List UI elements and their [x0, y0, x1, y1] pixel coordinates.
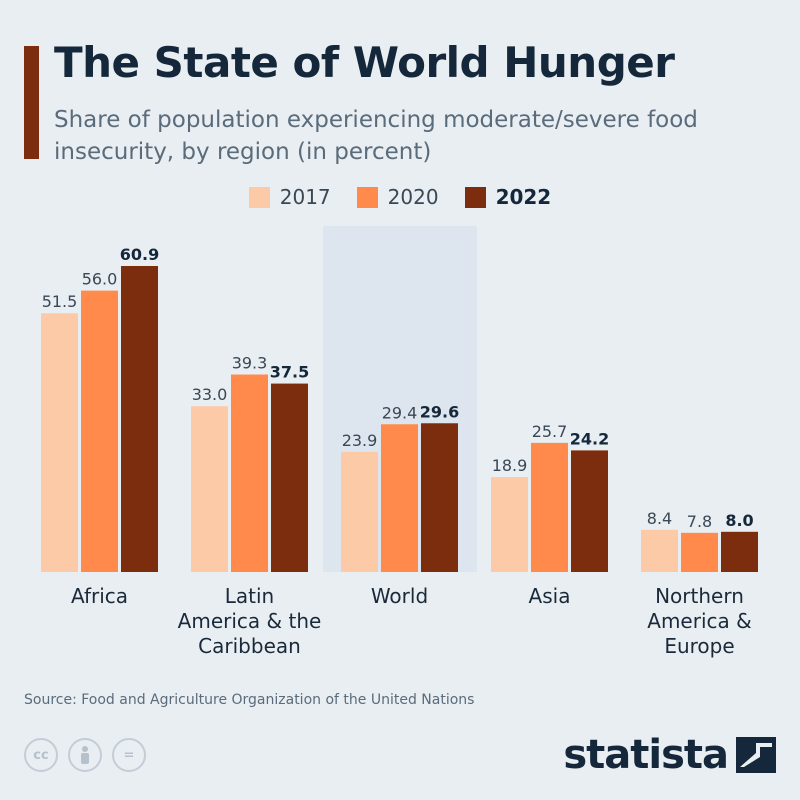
bar-africa-2022 [121, 266, 158, 572]
data-label-latin-america-the-caribbean-2022: 37.5 [270, 363, 309, 382]
data-label-africa-2020: 56.0 [82, 270, 118, 289]
license-icons: cc = [24, 738, 146, 772]
brand-name: statista [563, 732, 729, 778]
data-label-latin-america-the-caribbean-2020: 39.3 [232, 354, 268, 373]
bar-northern-america-europe-2017 [641, 529, 678, 572]
title-accent-bar [24, 46, 39, 159]
bar-latin-america-the-caribbean-2022 [271, 383, 308, 572]
legend-item-2017: 2017 [248, 185, 331, 209]
data-label-northern-america-europe-2017: 8.4 [647, 509, 672, 528]
legend-item-2020: 2020 [356, 185, 439, 209]
bar-africa-2017 [41, 313, 78, 572]
data-label-world-2022: 29.6 [420, 402, 459, 421]
bar-northern-america-europe-2020 [681, 532, 718, 572]
data-label-africa-2017: 51.5 [42, 292, 78, 311]
category-label-asia: Asia [529, 584, 571, 608]
legend-item-2022: 2022 [464, 185, 552, 209]
bar-northern-america-europe-2022 [721, 531, 758, 572]
bar-asia-2020 [531, 442, 568, 572]
category-label-latin-america-the-caribbean-line-3: Caribbean [198, 634, 301, 658]
category-label-latin-america-the-caribbean-line-1: Latin [225, 584, 274, 608]
page-subtitle: Share of population experiencing moderat… [54, 107, 698, 165]
category-label-africa: Africa [71, 584, 128, 608]
category-label-world: World [371, 584, 428, 608]
legend-swatch-2017 [248, 186, 270, 208]
category-label-northern-america-europe-line-2: America & [647, 609, 751, 633]
cc-icon[interactable]: cc [24, 738, 58, 772]
data-label-northern-america-europe-2022: 8.0 [725, 511, 753, 530]
data-label-world-2017: 23.9 [342, 431, 378, 450]
bar-asia-2017 [491, 477, 528, 572]
source-note: Source: Food and Agriculture Organizatio… [24, 692, 475, 708]
data-label-latin-america-the-caribbean-2017: 33.0 [192, 385, 228, 404]
page-title: The State of World Hunger [54, 38, 675, 87]
category-label-latin-america-the-caribbean-line-2: America & the [178, 609, 322, 633]
data-label-africa-2022: 60.9 [120, 245, 159, 264]
chart-legend: 2017 2020 2022 [0, 185, 800, 209]
bar-world-2017 [341, 451, 378, 572]
legend-label-2017: 2017 [279, 185, 331, 209]
category-label-northern-america-europe-line-3: Europe [664, 634, 734, 658]
bar-asia-2022 [571, 450, 608, 572]
data-label-northern-america-europe-2020: 7.8 [687, 512, 712, 531]
bar-latin-america-the-caribbean-2017 [191, 406, 228, 572]
data-label-asia-2022: 24.2 [570, 429, 609, 448]
statista-logo[interactable]: statista [563, 732, 776, 778]
legend-label-2020: 2020 [387, 185, 439, 209]
data-label-asia-2020: 25.7 [532, 422, 568, 441]
no-derivatives-icon[interactable]: = [112, 738, 146, 772]
statista-logo-icon [736, 737, 776, 773]
data-label-world-2020: 29.4 [382, 403, 418, 422]
data-label-asia-2017: 18.9 [492, 456, 528, 475]
legend-label-2022: 2022 [495, 185, 552, 209]
category-label-northern-america-europe-line-1: Northern [655, 584, 744, 608]
legend-swatch-2022 [464, 186, 486, 208]
attribution-icon[interactable] [68, 738, 102, 772]
bar-latin-america-the-caribbean-2020 [231, 374, 268, 572]
legend-swatch-2020 [356, 186, 378, 208]
bar-world-2022 [421, 423, 458, 572]
bar-world-2020 [381, 424, 418, 572]
bar-africa-2020 [81, 290, 118, 572]
